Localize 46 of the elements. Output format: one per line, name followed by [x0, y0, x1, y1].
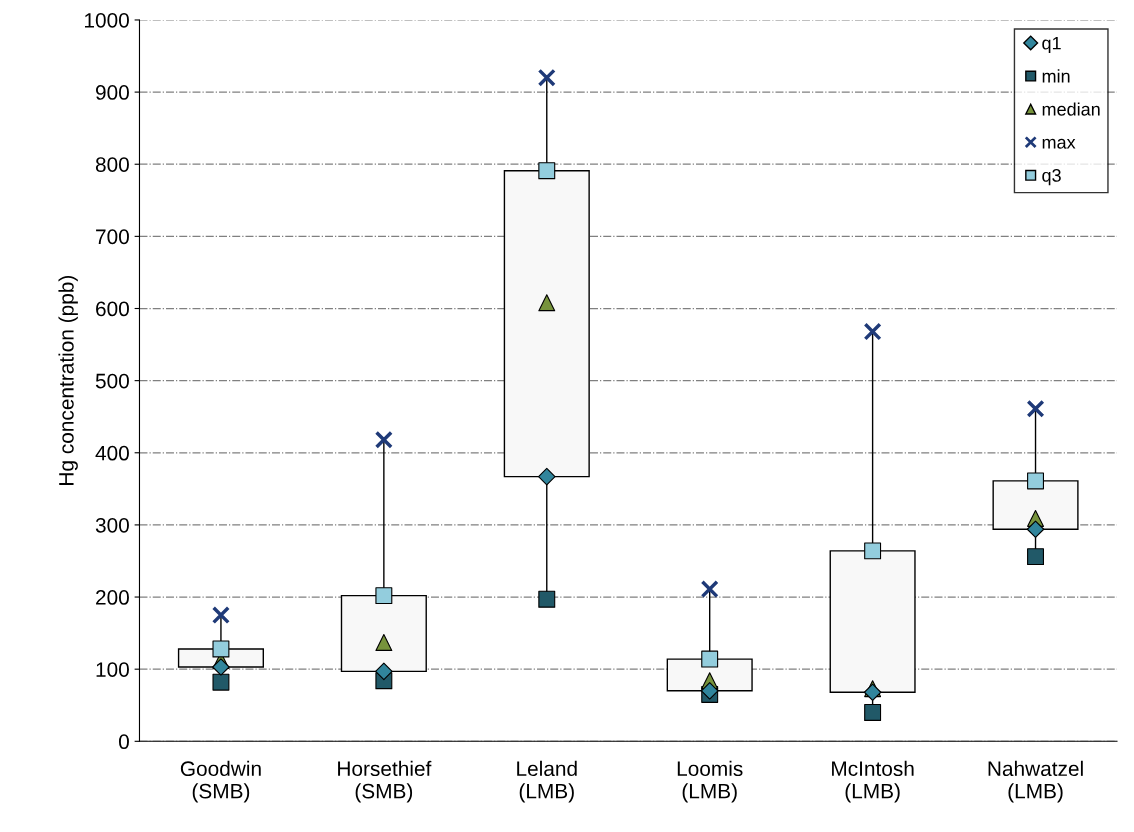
y-tick-label: 600 [96, 301, 129, 317]
point [1026, 399, 1045, 418]
x-tick-label: Loomis (LMB) [677, 760, 743, 803]
y-tick-label: 0 [118, 734, 129, 750]
point [211, 606, 230, 625]
point [538, 590, 556, 608]
point [864, 703, 882, 721]
y-tick-label: 100 [96, 662, 129, 677]
legend-label: q1 [1042, 36, 1061, 54]
point [863, 322, 882, 341]
y-tick-label: 400 [95, 445, 129, 461]
point [864, 542, 882, 560]
point [1027, 472, 1045, 490]
legend-label: q3 [1042, 169, 1061, 186]
point [538, 467, 556, 486]
legend-label: median [1042, 102, 1100, 116]
point [374, 430, 393, 449]
x-tick-label: Horsethief (SMB) [338, 760, 432, 803]
y-tick-label: 800 [95, 157, 129, 172]
y-tick-label: 200 [96, 590, 129, 605]
legend-label: min [1042, 69, 1070, 83]
point [212, 640, 230, 658]
point [1027, 548, 1045, 566]
point [1026, 520, 1045, 539]
point [538, 162, 556, 180]
y-tick-label: 500 [95, 373, 129, 389]
y-axis-title: Hg concentration (ppb) [58, 275, 78, 485]
point [700, 580, 719, 599]
point [212, 658, 230, 676]
point [375, 634, 393, 651]
point [212, 673, 230, 691]
y-tick-label: 300 [95, 517, 129, 533]
y-tick-label: 900 [95, 85, 129, 100]
x-tick-label: McIntosh (LMB) [832, 760, 914, 803]
legend-label: max [1042, 138, 1076, 149]
point [375, 662, 393, 681]
point [537, 68, 556, 87]
x-tick-label: Goodwin (SMB) [180, 760, 261, 803]
point [538, 294, 556, 312]
point [701, 650, 719, 668]
x-tick-label: Leland (LMB) [517, 760, 577, 803]
y-tick-label: 700 [96, 229, 129, 245]
x-tick-label: Nahwatzel (LMB) [988, 760, 1083, 803]
point [375, 587, 393, 605]
point [863, 683, 882, 702]
y-tick-label: 1000 [85, 12, 129, 28]
